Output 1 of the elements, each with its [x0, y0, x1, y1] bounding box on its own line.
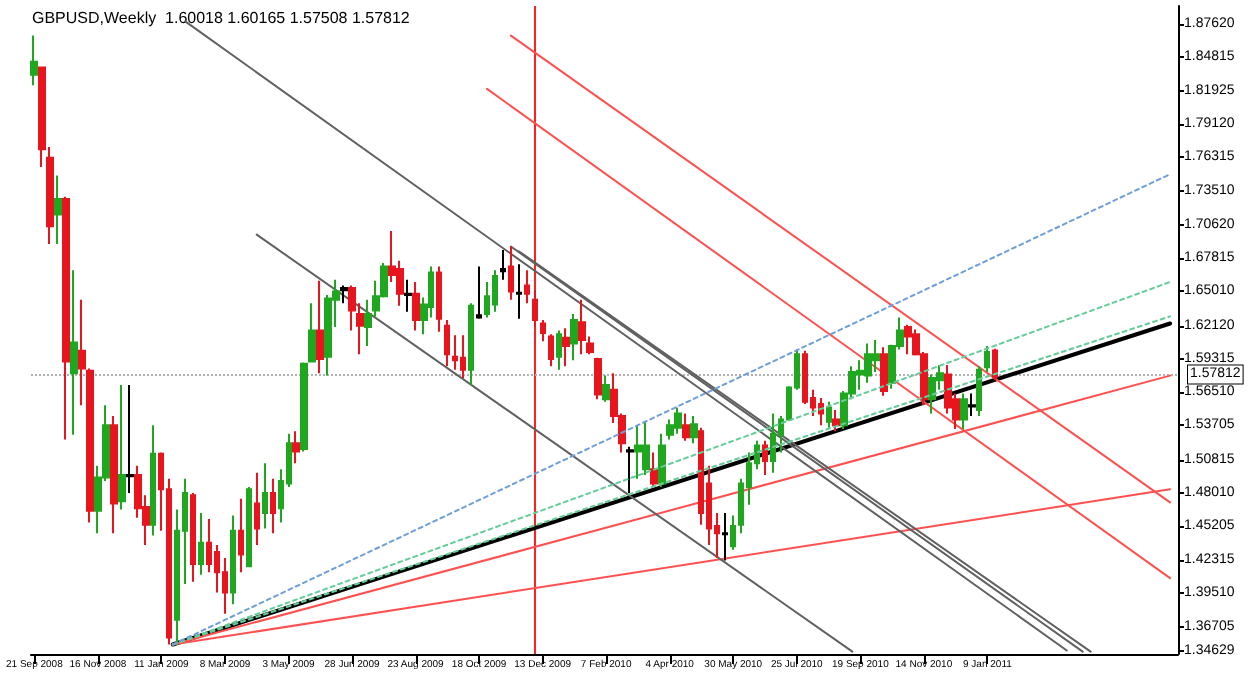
chart-title: GBPUSD,Weekly 1.60018 1.60165 1.57508 1.57812 [32, 9, 411, 27]
